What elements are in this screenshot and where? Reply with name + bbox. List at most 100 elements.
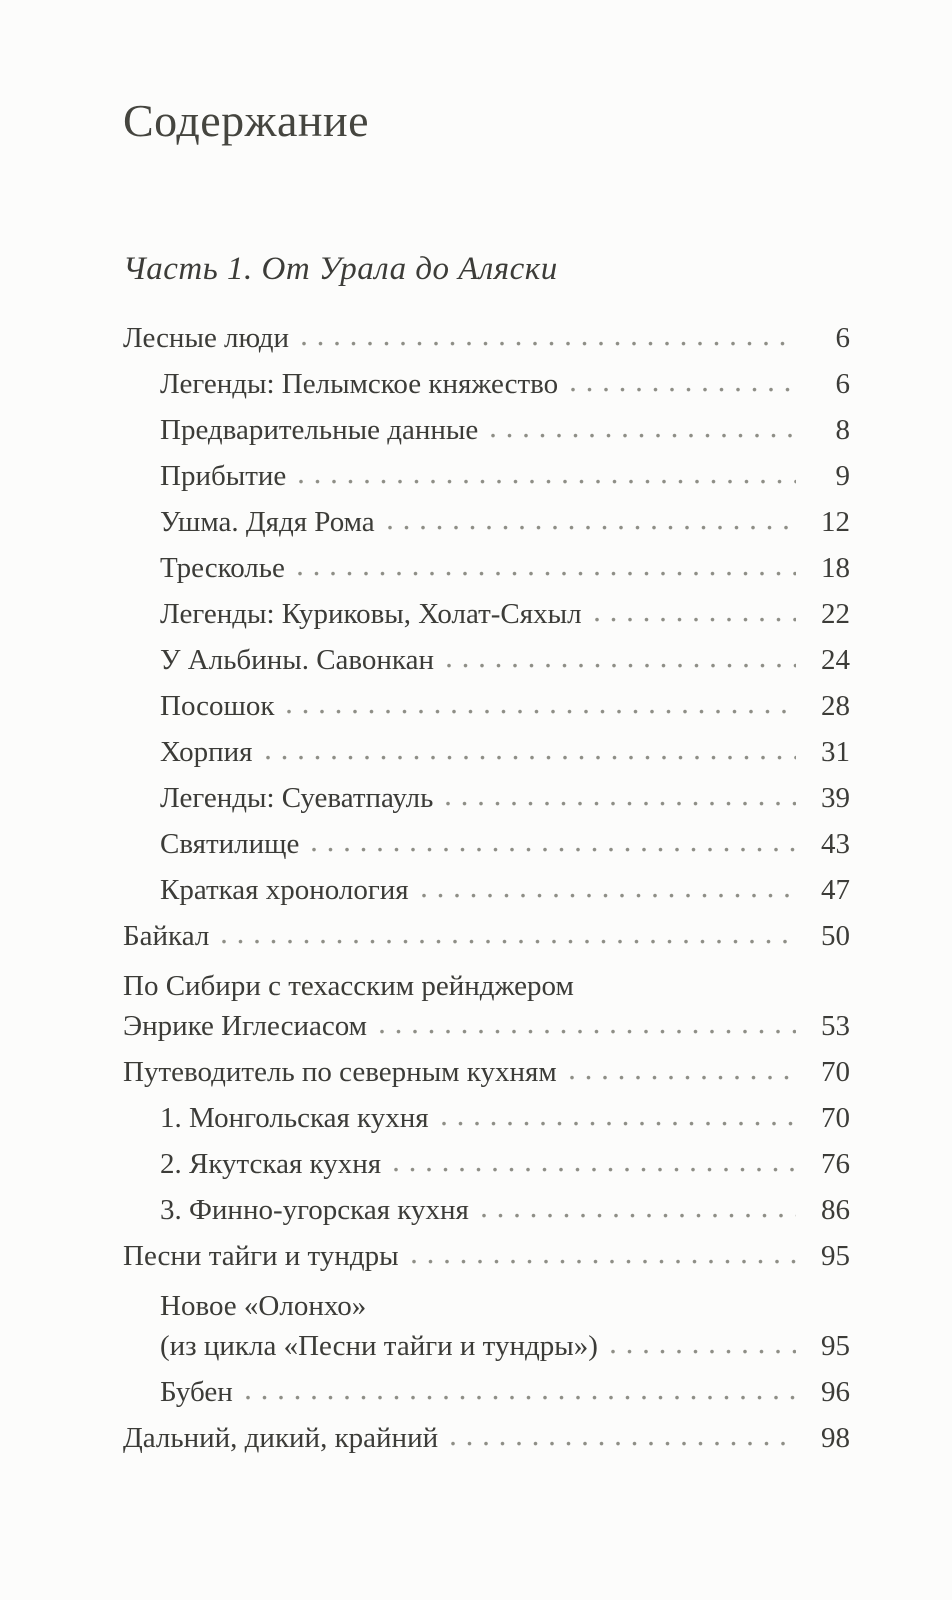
toc-entry: Легенды: Куриковы, Холат-Сяхыл 22 bbox=[123, 599, 850, 629]
toc-leader-dots bbox=[451, 1440, 796, 1447]
toc-entry-label: Легенды: Суеватпауль bbox=[160, 781, 434, 814]
toc-entry-label: Предварительные данные bbox=[160, 413, 479, 446]
toc-page-number: 76 bbox=[821, 1147, 850, 1180]
toc-entry-row: Дальний, дикий, крайний 98 bbox=[123, 1423, 850, 1453]
toc-page-number: 95 bbox=[821, 1329, 850, 1362]
toc-entry: Святилище 43 bbox=[123, 829, 850, 859]
toc-leader-dots bbox=[394, 1166, 796, 1173]
toc-entry-label: Прибытие bbox=[160, 459, 287, 492]
toc-entry-label: Путеводитель по северным кухням bbox=[123, 1055, 557, 1088]
toc-leader-dots bbox=[387, 524, 796, 531]
toc-leader-dots bbox=[287, 708, 796, 715]
toc-entry-label: Дальний, дикий, крайний bbox=[123, 1421, 439, 1454]
toc-page-number: 50 bbox=[821, 919, 850, 952]
toc-entry-label: 3. Финно-угорская кухня bbox=[160, 1193, 469, 1226]
toc-leader-dots bbox=[446, 662, 796, 669]
toc-page-number: 70 bbox=[821, 1055, 850, 1088]
toc-entry-label: Энрике Иглесиасом bbox=[123, 1009, 368, 1042]
toc-page-number: 95 bbox=[821, 1239, 850, 1272]
toc-entry: Посошок 28 bbox=[123, 691, 850, 721]
toc-leader-dots bbox=[481, 1212, 796, 1219]
toc-entry-label: Посошок bbox=[160, 689, 275, 722]
toc-entry-label: Песни тайги и тундры bbox=[123, 1239, 399, 1272]
toc-entry-label: Лесные люди bbox=[123, 321, 289, 354]
toc-entry: Ушма. Дядя Рома 12 bbox=[123, 507, 850, 537]
toc-page-number: 70 bbox=[821, 1101, 850, 1134]
table-of-contents: Лесные люди 6 Легенды: Пелымское княжест… bbox=[123, 323, 850, 1453]
toc-page-number: 8 bbox=[835, 413, 851, 446]
toc-entry-label: Святилище bbox=[160, 827, 300, 860]
toc-entry: 3. Финно-угорская кухня 86 bbox=[123, 1195, 850, 1225]
toc-entry-row: Краткая хронология 47 bbox=[160, 875, 850, 905]
toc-entry: Легенды: Пелымское княжество 6 bbox=[123, 369, 850, 399]
toc-leader-dots bbox=[222, 938, 796, 945]
toc-leader-dots bbox=[610, 1348, 796, 1355]
toc-entry-label: 2. Якутская кухня bbox=[160, 1147, 382, 1180]
toc-leader-dots bbox=[571, 386, 796, 393]
toc-entry: Лесные люди 6 bbox=[123, 323, 850, 353]
toc-leader-dots bbox=[380, 1028, 796, 1035]
toc-entry: Тресколье 18 bbox=[123, 553, 850, 583]
toc-entry-row: Хорпия 31 bbox=[160, 737, 850, 767]
toc-page-number: 53 bbox=[821, 1009, 850, 1042]
toc-entry-label: Ушма. Дядя Рома bbox=[160, 505, 375, 538]
toc-entry: Легенды: Суеватпауль 39 bbox=[123, 783, 850, 813]
toc-page-number: 31 bbox=[821, 735, 850, 768]
toc-entry-label: Легенды: Пелымское княжество bbox=[160, 367, 559, 400]
toc-entry-label: (из цикла «Песни тайги и тундры») bbox=[160, 1329, 598, 1362]
toc-leader-dots bbox=[411, 1258, 796, 1265]
toc-entry-row: Бубен 96 bbox=[160, 1377, 850, 1407]
toc-entry-row: Прибытие 9 bbox=[160, 461, 850, 491]
toc-leader-dots bbox=[441, 1120, 796, 1127]
toc-page-number: 98 bbox=[821, 1421, 850, 1454]
toc-leader-dots bbox=[446, 800, 796, 807]
toc-entry-row: Ушма. Дядя Рома 12 bbox=[160, 507, 850, 537]
toc-entry: Новое «Олонхо» (из цикла «Песни тайги и … bbox=[123, 1291, 850, 1361]
toc-entry-row: Лесные люди 6 bbox=[123, 323, 850, 353]
toc-page-number: 9 bbox=[835, 459, 851, 492]
toc-entry-label: Бубен bbox=[160, 1375, 233, 1408]
toc-entry-label: Хорпия bbox=[160, 735, 253, 768]
toc-entry: 1. Монгольская кухня 70 bbox=[123, 1103, 850, 1133]
toc-page-number: 43 bbox=[821, 827, 850, 860]
toc-entry-row: Тресколье 18 bbox=[160, 553, 850, 583]
toc-entry-row: Посошок 28 bbox=[160, 691, 850, 721]
toc-entry-row: (из цикла «Песни тайги и тундры») 95 bbox=[160, 1331, 850, 1361]
toc-entry: Путеводитель по северным кухням 70 bbox=[123, 1057, 850, 1087]
part-heading: Часть 1. От Урала до Аляски bbox=[123, 250, 558, 287]
toc-entry-row: 1. Монгольская кухня 70 bbox=[160, 1103, 850, 1133]
toc-leader-dots bbox=[302, 340, 796, 347]
toc-entry-row: 3. Финно-угорская кухня 86 bbox=[160, 1195, 850, 1225]
toc-page-number: 28 bbox=[821, 689, 850, 722]
toc-page-number: 39 bbox=[821, 781, 850, 814]
toc-entry: Песни тайги и тундры 95 bbox=[123, 1241, 850, 1271]
toc-entry-row: Путеводитель по северным кухням 70 bbox=[123, 1057, 850, 1087]
toc-entry-label: Тресколье bbox=[160, 551, 285, 584]
toc-entry-label: Краткая хронология bbox=[160, 873, 409, 906]
toc-entry: Бубен 96 bbox=[123, 1377, 850, 1407]
toc-entry: Хорпия 31 bbox=[123, 737, 850, 767]
toc-entry-label: У Альбины. Савонкан bbox=[160, 643, 434, 676]
page-title: Содержание bbox=[123, 95, 370, 146]
toc-entry-row: Легенды: Суеватпауль 39 bbox=[160, 783, 850, 813]
toc-entry-line: Новое «Олонхо» bbox=[160, 1289, 367, 1322]
toc-entry: У Альбины. Савонкан 24 bbox=[123, 645, 850, 675]
toc-entry-row: У Альбины. Савонкан 24 bbox=[160, 645, 850, 675]
toc-entry-row: Предварительные данные 8 bbox=[160, 415, 850, 445]
toc-entry-row: Песни тайги и тундры 95 bbox=[123, 1241, 850, 1271]
toc-leader-dots bbox=[569, 1074, 796, 1081]
toc-page-number: 47 bbox=[821, 873, 850, 906]
toc-page-number: 96 bbox=[821, 1375, 850, 1408]
toc-entry-label: Байкал bbox=[123, 919, 210, 952]
toc-leader-dots bbox=[265, 754, 796, 761]
toc-page-number: 22 bbox=[821, 597, 850, 630]
toc-page-number: 6 bbox=[835, 321, 851, 354]
toc-leader-dots bbox=[312, 846, 796, 853]
toc-entry: 2. Якутская кухня 76 bbox=[123, 1149, 850, 1179]
toc-entry: Дальний, дикий, крайний 98 bbox=[123, 1423, 850, 1453]
toc-entry: Байкал 50 bbox=[123, 921, 850, 951]
toc-page-number: 18 bbox=[821, 551, 850, 584]
toc-entry-label: 1. Монгольская кухня bbox=[160, 1101, 429, 1134]
toc-leader-dots bbox=[299, 478, 796, 485]
